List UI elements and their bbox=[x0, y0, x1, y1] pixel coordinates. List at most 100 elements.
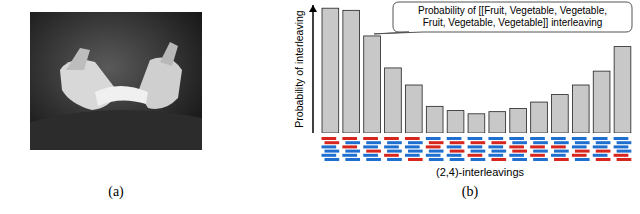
annotation: Probability of [[Fruit, Vegetable, Veget… bbox=[418, 5, 607, 28]
annotation-line: Probability of [[Fruit, Vegetable, Veget… bbox=[418, 5, 607, 16]
interleaving-glyph bbox=[530, 145, 545, 148]
interleaving-glyph bbox=[447, 137, 462, 140]
interleaving-glyph bbox=[572, 137, 587, 140]
panel-label: (b) bbox=[462, 184, 479, 200]
interleaving-glyph bbox=[387, 150, 402, 153]
interleaving-glyph bbox=[471, 141, 486, 144]
interleaving-glyph bbox=[575, 158, 590, 161]
interleaving-glyph bbox=[488, 154, 503, 157]
interleaving-glyph bbox=[551, 154, 566, 157]
interleaving-glyph bbox=[429, 141, 444, 144]
interleaving-glyph bbox=[596, 158, 611, 161]
interleaving-glyph bbox=[384, 137, 399, 140]
interleaving-glyph bbox=[450, 158, 465, 161]
bar bbox=[572, 85, 589, 133]
interleaving-glyph bbox=[405, 145, 420, 148]
interleaving-glyph bbox=[533, 158, 548, 161]
interleaving-glyph bbox=[384, 154, 399, 157]
interleaving-glyph bbox=[530, 137, 545, 140]
interleaving-glyph bbox=[426, 145, 441, 148]
interleaving-glyph bbox=[322, 137, 337, 140]
interleaving-glyph bbox=[408, 158, 423, 161]
interleaving-glyph bbox=[342, 145, 357, 148]
interleaving-glyph bbox=[614, 154, 629, 157]
interleaving-glyph bbox=[509, 154, 524, 157]
interleaving-glyph bbox=[405, 137, 420, 140]
interleaving-glyph bbox=[491, 141, 506, 144]
interleaving-glyph bbox=[471, 158, 486, 161]
interleaving-glyph bbox=[366, 141, 381, 144]
interleaving-glyph bbox=[325, 150, 340, 153]
bar bbox=[322, 8, 339, 133]
cards bbox=[95, 86, 148, 106]
bar bbox=[447, 111, 464, 133]
interleaving-glyph bbox=[614, 137, 629, 140]
interleaving-glyph bbox=[450, 150, 465, 153]
interleaving-glyph bbox=[322, 145, 337, 148]
photo-background bbox=[30, 12, 202, 150]
interleaving-glyph bbox=[447, 145, 462, 148]
y-axis-arrow bbox=[309, 5, 317, 12]
interleaving-glyph bbox=[512, 158, 527, 161]
interleaving-glyph bbox=[488, 145, 503, 148]
interleaving-glyph bbox=[468, 137, 483, 140]
y-axis-label: Probability of interleaving bbox=[293, 10, 305, 127]
interleaving-glyph bbox=[322, 154, 337, 157]
interleaving-glyph bbox=[488, 137, 503, 140]
interleaving-glyph bbox=[450, 141, 465, 144]
interleaving-glyph bbox=[429, 150, 444, 153]
interleaving-glyph bbox=[384, 145, 399, 148]
interleaving-glyph bbox=[426, 154, 441, 157]
interleaving-glyph bbox=[491, 158, 506, 161]
interleaving-glyph bbox=[551, 145, 566, 148]
interleaving-glyph bbox=[593, 154, 608, 157]
bar bbox=[593, 71, 610, 133]
interleaving-glyph bbox=[551, 137, 566, 140]
interleaving-glyph bbox=[342, 154, 357, 157]
bar bbox=[385, 68, 402, 133]
interleaving-glyph bbox=[345, 141, 360, 144]
interleaving-glyph bbox=[491, 150, 506, 153]
bars bbox=[322, 8, 631, 133]
interleaving-glyph bbox=[596, 141, 611, 144]
bar bbox=[468, 114, 485, 133]
interleaving-glyph bbox=[471, 150, 486, 153]
interleaving-glyph bbox=[325, 158, 340, 161]
interleaving-glyph bbox=[509, 145, 524, 148]
interleaving-glyph bbox=[512, 150, 527, 153]
bar bbox=[343, 10, 360, 133]
interleaving-glyph bbox=[387, 158, 402, 161]
interleaving-glyph bbox=[554, 158, 569, 161]
interleaving-glyph bbox=[530, 154, 545, 157]
interleaving-glyph bbox=[593, 137, 608, 140]
interleaving-glyph bbox=[387, 141, 402, 144]
bar bbox=[614, 47, 631, 133]
bar bbox=[364, 36, 381, 133]
interleaving-glyph bbox=[533, 141, 548, 144]
interleaving-glyph bbox=[342, 137, 357, 140]
interleaving-glyph bbox=[512, 141, 527, 144]
interleaving-glyph bbox=[363, 154, 378, 157]
interleaving-glyph bbox=[345, 150, 360, 153]
interleaving-glyph bbox=[617, 141, 632, 144]
photo bbox=[30, 12, 202, 150]
callout: Probability of [[Fruit, Vegetable, Veget… bbox=[374, 2, 632, 34]
interleaving-glyph bbox=[325, 141, 340, 144]
interleaving-glyph bbox=[617, 150, 632, 153]
annotation-line: Fruit, Vegetable, Vegetable]] interleavi… bbox=[423, 17, 603, 28]
interleaving-glyph bbox=[572, 154, 587, 157]
interleaving-glyph bbox=[366, 158, 381, 161]
interleaving-glyph bbox=[575, 141, 590, 144]
interleaving-glyph bbox=[593, 145, 608, 148]
interleaving-glyph bbox=[596, 150, 611, 153]
figure: (a)(b)Probability of interleaving(2,4)-i… bbox=[0, 0, 640, 214]
finger bbox=[66, 48, 90, 70]
interleaving-glyph bbox=[345, 158, 360, 161]
bar bbox=[405, 85, 422, 133]
bar bbox=[510, 108, 527, 133]
interleaving-glyph bbox=[554, 150, 569, 153]
panel-label: (a) bbox=[108, 184, 124, 200]
interleaving-glyph bbox=[572, 145, 587, 148]
interleaving-glyph bbox=[614, 145, 629, 148]
interleaving-glyph bbox=[468, 154, 483, 157]
